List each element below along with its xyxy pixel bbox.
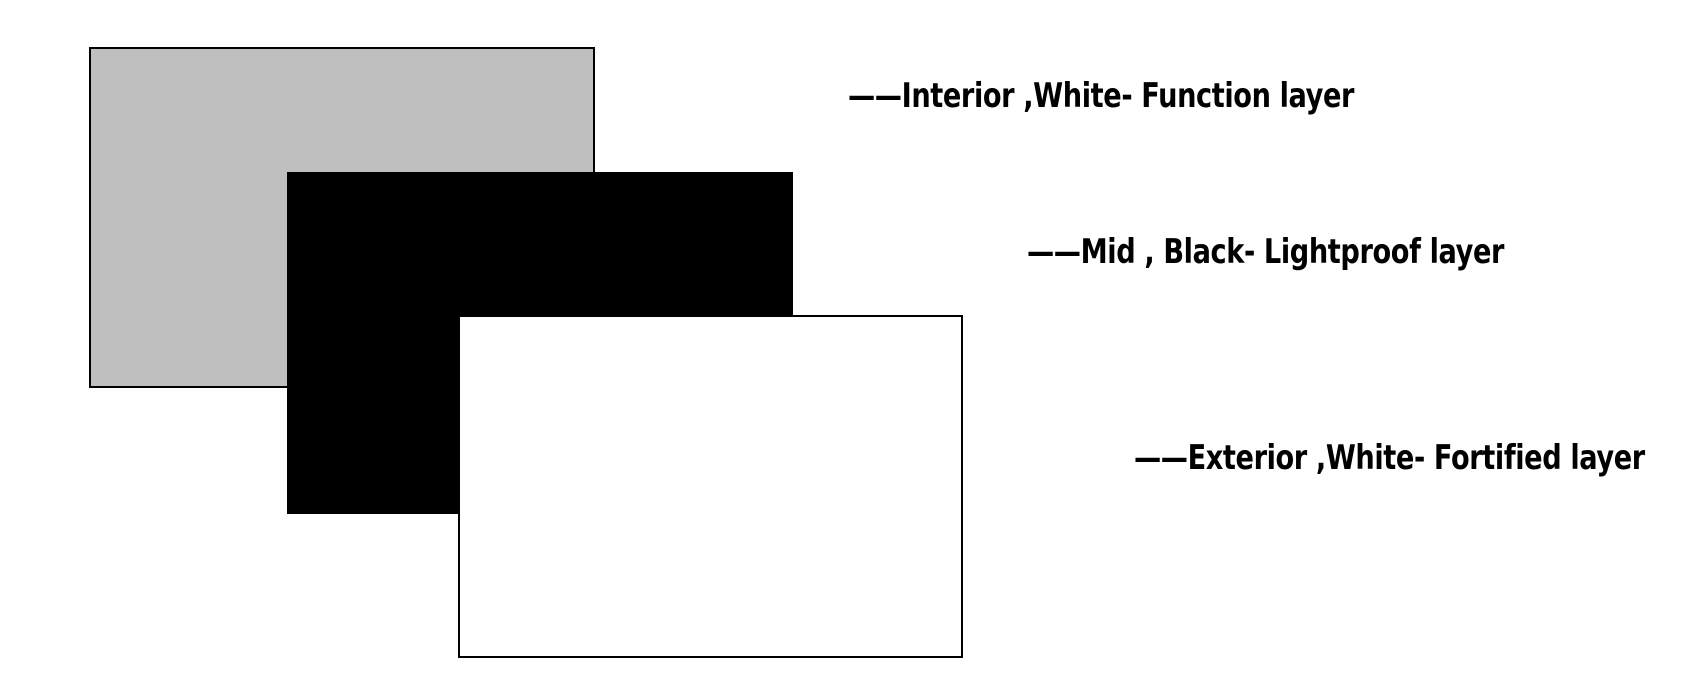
interior-layer-label: ——Interior ,White- Function layer xyxy=(848,76,1355,116)
mid-layer-label: ——Mid , Black- Lightproof layer xyxy=(1027,232,1505,272)
exterior-layer-rect xyxy=(458,315,963,658)
exterior-layer-label: ——Exterior ,White- Fortified layer xyxy=(1134,438,1645,478)
